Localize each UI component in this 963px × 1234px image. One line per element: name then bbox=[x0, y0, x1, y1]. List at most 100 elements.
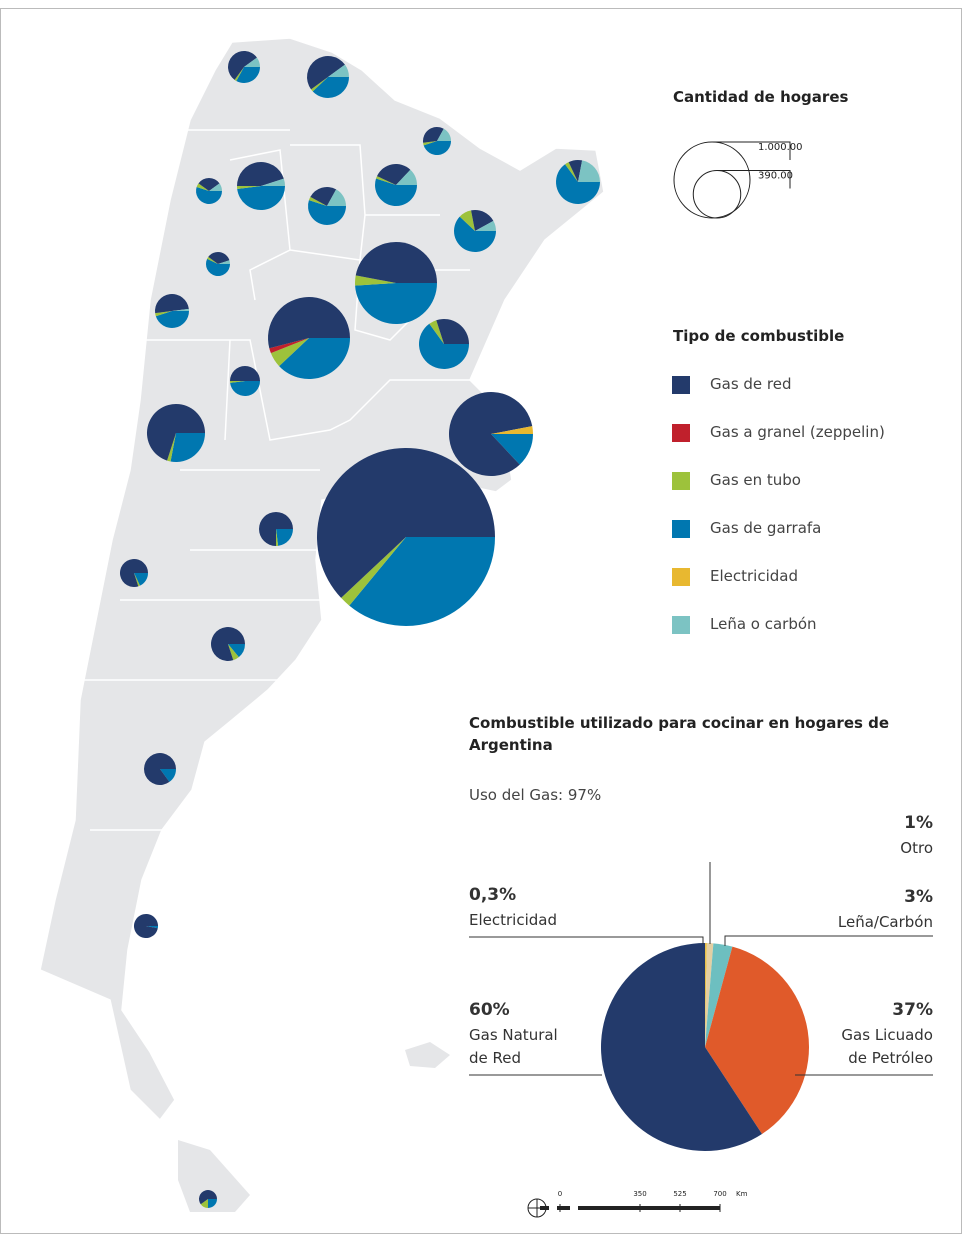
province-pie-slice bbox=[448, 391, 533, 477]
scale-label: 700 bbox=[713, 1190, 726, 1198]
province-pie-slice bbox=[244, 57, 260, 67]
province-pie-slice bbox=[475, 220, 496, 231]
pie-slice bbox=[705, 946, 810, 1134]
category-label: Gas Natural de Red bbox=[469, 1026, 558, 1067]
province-pie-slice bbox=[276, 529, 293, 546]
province-pie-slice bbox=[279, 338, 350, 379]
province-borders bbox=[80, 129, 470, 831]
category-label: Gas Licuado de Petróleo bbox=[841, 1026, 933, 1067]
province-pie-slice bbox=[355, 242, 437, 283]
province-pie-slice bbox=[308, 200, 346, 226]
size-legend-leader bbox=[717, 170, 791, 189]
province-pie-slice bbox=[310, 186, 337, 206]
province-pie-slice bbox=[269, 338, 309, 354]
legend-label: Gas de red bbox=[710, 375, 792, 393]
province-pie-slice bbox=[436, 318, 470, 344]
province-pie-slice bbox=[565, 162, 578, 182]
size-legend-title: Cantidad de hogares bbox=[673, 88, 849, 106]
scale-label: 525 bbox=[673, 1190, 686, 1198]
province-pie-slice bbox=[311, 77, 328, 92]
value-label: 37% bbox=[892, 1000, 933, 1020]
size-legend-label: 390.00 bbox=[758, 171, 793, 182]
province-pie-slice bbox=[155, 294, 189, 314]
province-pie-slice bbox=[208, 1199, 217, 1208]
province-pie-slice bbox=[229, 365, 261, 381]
pie-slice bbox=[705, 943, 733, 1047]
value-label: 60% bbox=[469, 1000, 510, 1020]
province-pie-slice bbox=[423, 141, 452, 156]
province-pie-slice bbox=[167, 433, 176, 462]
province-pie-slice bbox=[423, 141, 437, 146]
province-pie-slice bbox=[196, 186, 222, 204]
province-pie-slice bbox=[207, 256, 218, 264]
legend-label: Gas de garrafa bbox=[710, 519, 822, 537]
province-pie-slice bbox=[261, 178, 286, 186]
legend-swatch bbox=[672, 472, 690, 490]
province-pie-slice bbox=[327, 189, 346, 206]
legend-label: Gas a granel (zeppelin) bbox=[710, 423, 885, 441]
size-legend-label: 1.000.00 bbox=[758, 142, 803, 153]
province-pie-slice bbox=[236, 161, 284, 186]
province-pie-slice bbox=[208, 251, 230, 264]
chart-subtitle: Uso del Gas: 97% bbox=[469, 786, 602, 804]
province-pie-slice bbox=[270, 338, 309, 367]
province-pie-slice bbox=[422, 126, 444, 143]
province-pie-slice bbox=[228, 644, 245, 658]
province-pie-slice bbox=[133, 913, 159, 939]
scale-label: 350 bbox=[633, 1190, 646, 1198]
size-legend-circle bbox=[673, 141, 751, 219]
category-label: Otro bbox=[900, 839, 933, 857]
province-pie-slice bbox=[155, 311, 172, 317]
province-pie-slice bbox=[236, 186, 261, 190]
province-pie-slice bbox=[144, 753, 176, 785]
province-pie-slice bbox=[437, 128, 452, 141]
province-pie-slice bbox=[355, 275, 396, 286]
province-pie-slice bbox=[454, 216, 496, 252]
scale-segment bbox=[549, 1206, 557, 1210]
malvinas bbox=[405, 1042, 450, 1068]
province-pie-slice bbox=[429, 320, 444, 344]
province-pie-slice bbox=[312, 77, 349, 98]
tierra-del-fuego bbox=[178, 1140, 250, 1212]
scale-unit: Km bbox=[736, 1190, 748, 1198]
province-pie-slice bbox=[307, 56, 345, 90]
province-pie-slice bbox=[200, 1199, 208, 1208]
leader-line bbox=[724, 935, 933, 946]
size-legend-leader bbox=[712, 141, 791, 160]
province-pie-slice bbox=[578, 160, 600, 182]
province-pie-slice bbox=[155, 311, 189, 328]
value-label: 0,3% bbox=[469, 885, 517, 905]
province-pie-slice bbox=[556, 164, 600, 204]
province-pie-slice bbox=[234, 67, 244, 82]
province-pie-slice bbox=[229, 381, 245, 383]
province-pie-slice bbox=[160, 769, 176, 782]
province-pie-slice bbox=[471, 210, 494, 231]
province-pie-slice bbox=[211, 627, 245, 661]
province-pie-slice bbox=[209, 183, 222, 191]
province-pie-slice bbox=[134, 573, 140, 587]
province-pie-slice bbox=[196, 183, 209, 191]
province-pie-slice bbox=[341, 537, 406, 606]
province-pie-slice bbox=[228, 51, 257, 80]
province-pie-slice bbox=[218, 260, 231, 264]
size-legend-circle bbox=[692, 170, 742, 219]
province-pie-slice bbox=[377, 164, 411, 185]
legend-swatch bbox=[672, 616, 690, 634]
province-pie-slice bbox=[376, 176, 396, 185]
province-pie-slice bbox=[568, 160, 583, 182]
scale-label: 0 bbox=[558, 1190, 562, 1198]
province-pie-slice bbox=[198, 178, 220, 191]
scale-segment bbox=[570, 1206, 578, 1210]
legend-swatch bbox=[672, 376, 690, 394]
chart-title: Combustible utilizado para cocinar en ho… bbox=[469, 714, 890, 754]
legend-swatch bbox=[672, 424, 690, 442]
leader-line bbox=[469, 936, 704, 944]
province-pie-slice bbox=[205, 258, 231, 277]
province-pie-slice bbox=[236, 67, 260, 83]
province-pie-slice bbox=[146, 926, 159, 929]
pie-slice bbox=[705, 943, 714, 1047]
province-pie-slice bbox=[276, 529, 279, 546]
province-pie-slice bbox=[172, 308, 189, 311]
province-pie-slice bbox=[228, 644, 239, 661]
